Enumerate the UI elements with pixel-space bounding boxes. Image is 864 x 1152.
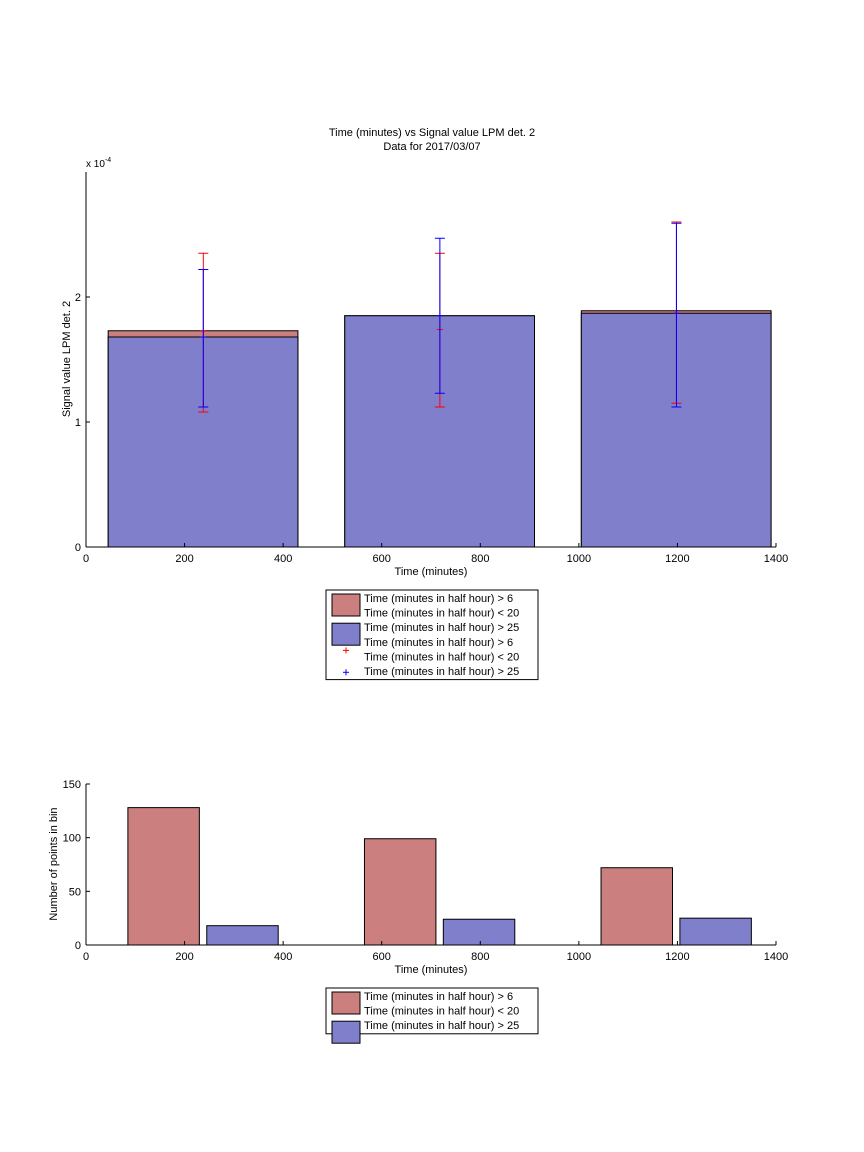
signal-legend-label: Time (minutes in half hour) < 20 (364, 651, 519, 663)
count-bar-2 (363, 838, 437, 946)
signal-x-tick-label: 200 (175, 553, 193, 565)
count-x-tick-label: 600 (373, 951, 391, 963)
signal-y-tick-label: 2 (75, 292, 81, 304)
signal-chart: Time (minutes) vs Signal value LPM det. … (61, 127, 788, 681)
count-legend-label: Time (minutes in half hour) > 6 (364, 991, 513, 1003)
signal-ticks: 0 200 400 600 800 1000 1200 1400 0 1 2 (75, 292, 788, 565)
count-x-tick-label: 800 (471, 951, 489, 963)
signal-x-tick-label: 1200 (665, 553, 689, 565)
count-y-tick-label: 100 (63, 833, 81, 845)
signal-legend-patch-0 (331, 593, 361, 617)
signal-legend-label: Time (minutes in half hour) > 6 (364, 637, 513, 649)
count-bar-3 (442, 918, 516, 946)
signal-x-tick-label: 400 (274, 553, 292, 565)
count-bar-5 (679, 917, 752, 946)
chart-subtitle: Data for 2017/03/07 (383, 141, 480, 153)
count-legend: Time (minutes in half hour) > 6 Time (min… (325, 987, 539, 1044)
count-x-tick-label: 400 (274, 951, 292, 963)
count-legend-patch-1 (331, 1020, 361, 1044)
signal-legend-patch-1 (331, 622, 361, 646)
count-bar-1 (206, 925, 279, 946)
count-legend-label: Time (minutes in half hour) > 25 (364, 1020, 519, 1032)
count-x-tick-label: 200 (175, 951, 193, 963)
signal-legend-label: Time (minutes in half hour) > 6 (364, 593, 513, 605)
signal-legend: Time (minutes in half hour) > 6 Time (min… (325, 589, 539, 681)
count-x-tick-label: 0 (83, 951, 89, 963)
signal-x-tick-label: 0 (83, 553, 89, 565)
signal-legend-label: Time (minutes in half hour) > 25 (364, 622, 519, 634)
y-exponent-base: x 10 (86, 159, 105, 170)
signal-errorbars (198, 221, 682, 413)
count-x-tick-label: 1400 (764, 951, 788, 963)
signal-x-tick-label: 1000 (567, 553, 591, 565)
y-axis-label: Number of points in bin (48, 807, 60, 920)
count-y-tick-label: 50 (69, 886, 81, 898)
count-chart: 0 200 400 600 800 1000 1200 1400 0 50 100 150 Time … (48, 779, 789, 1044)
signal-legend-box (325, 589, 539, 681)
count-y-tick-label: 0 (75, 940, 81, 952)
chart-title: Time (minutes) vs Signal value LPM det. … (329, 127, 535, 139)
y-axis-label: Signal value LPM det. 2 (61, 301, 73, 417)
signal-bars (107, 310, 772, 548)
y-exponent-power: -4 (105, 157, 111, 164)
signal-y-tick-label: 1 (75, 417, 81, 429)
signal-legend-label: Time (minutes in half hour) < 20 (364, 608, 519, 620)
signal-legend-label: Time (minutes in half hour) > 25 (364, 666, 519, 678)
signal-x-tick-label: 600 (373, 553, 391, 565)
count-x-tick-label: 1200 (665, 951, 689, 963)
count-x-tick-label: 1000 (567, 951, 591, 963)
count-bars (127, 807, 752, 946)
signal-x-tick-label: 1400 (764, 553, 788, 565)
count-y-tick-label: 150 (63, 779, 81, 791)
count-legend-box (325, 987, 539, 1035)
x-axis-label: Time (minutes) (395, 964, 468, 976)
signal-y-tick-label: 0 (75, 542, 81, 554)
count-legend-label: Time (minutes in half hour) < 20 (364, 1006, 519, 1018)
count-bar-0 (127, 807, 200, 946)
y-exponent-label: x 10-4 (86, 157, 111, 170)
x-axis-label: Time (minutes) (395, 566, 468, 578)
signal-x-tick-label: 800 (471, 553, 489, 565)
count-ticks: 0 200 400 600 800 1000 1200 1400 0 50 100 150 (63, 779, 789, 963)
count-bar-4 (600, 867, 673, 946)
count-legend-patch-0 (331, 991, 361, 1015)
